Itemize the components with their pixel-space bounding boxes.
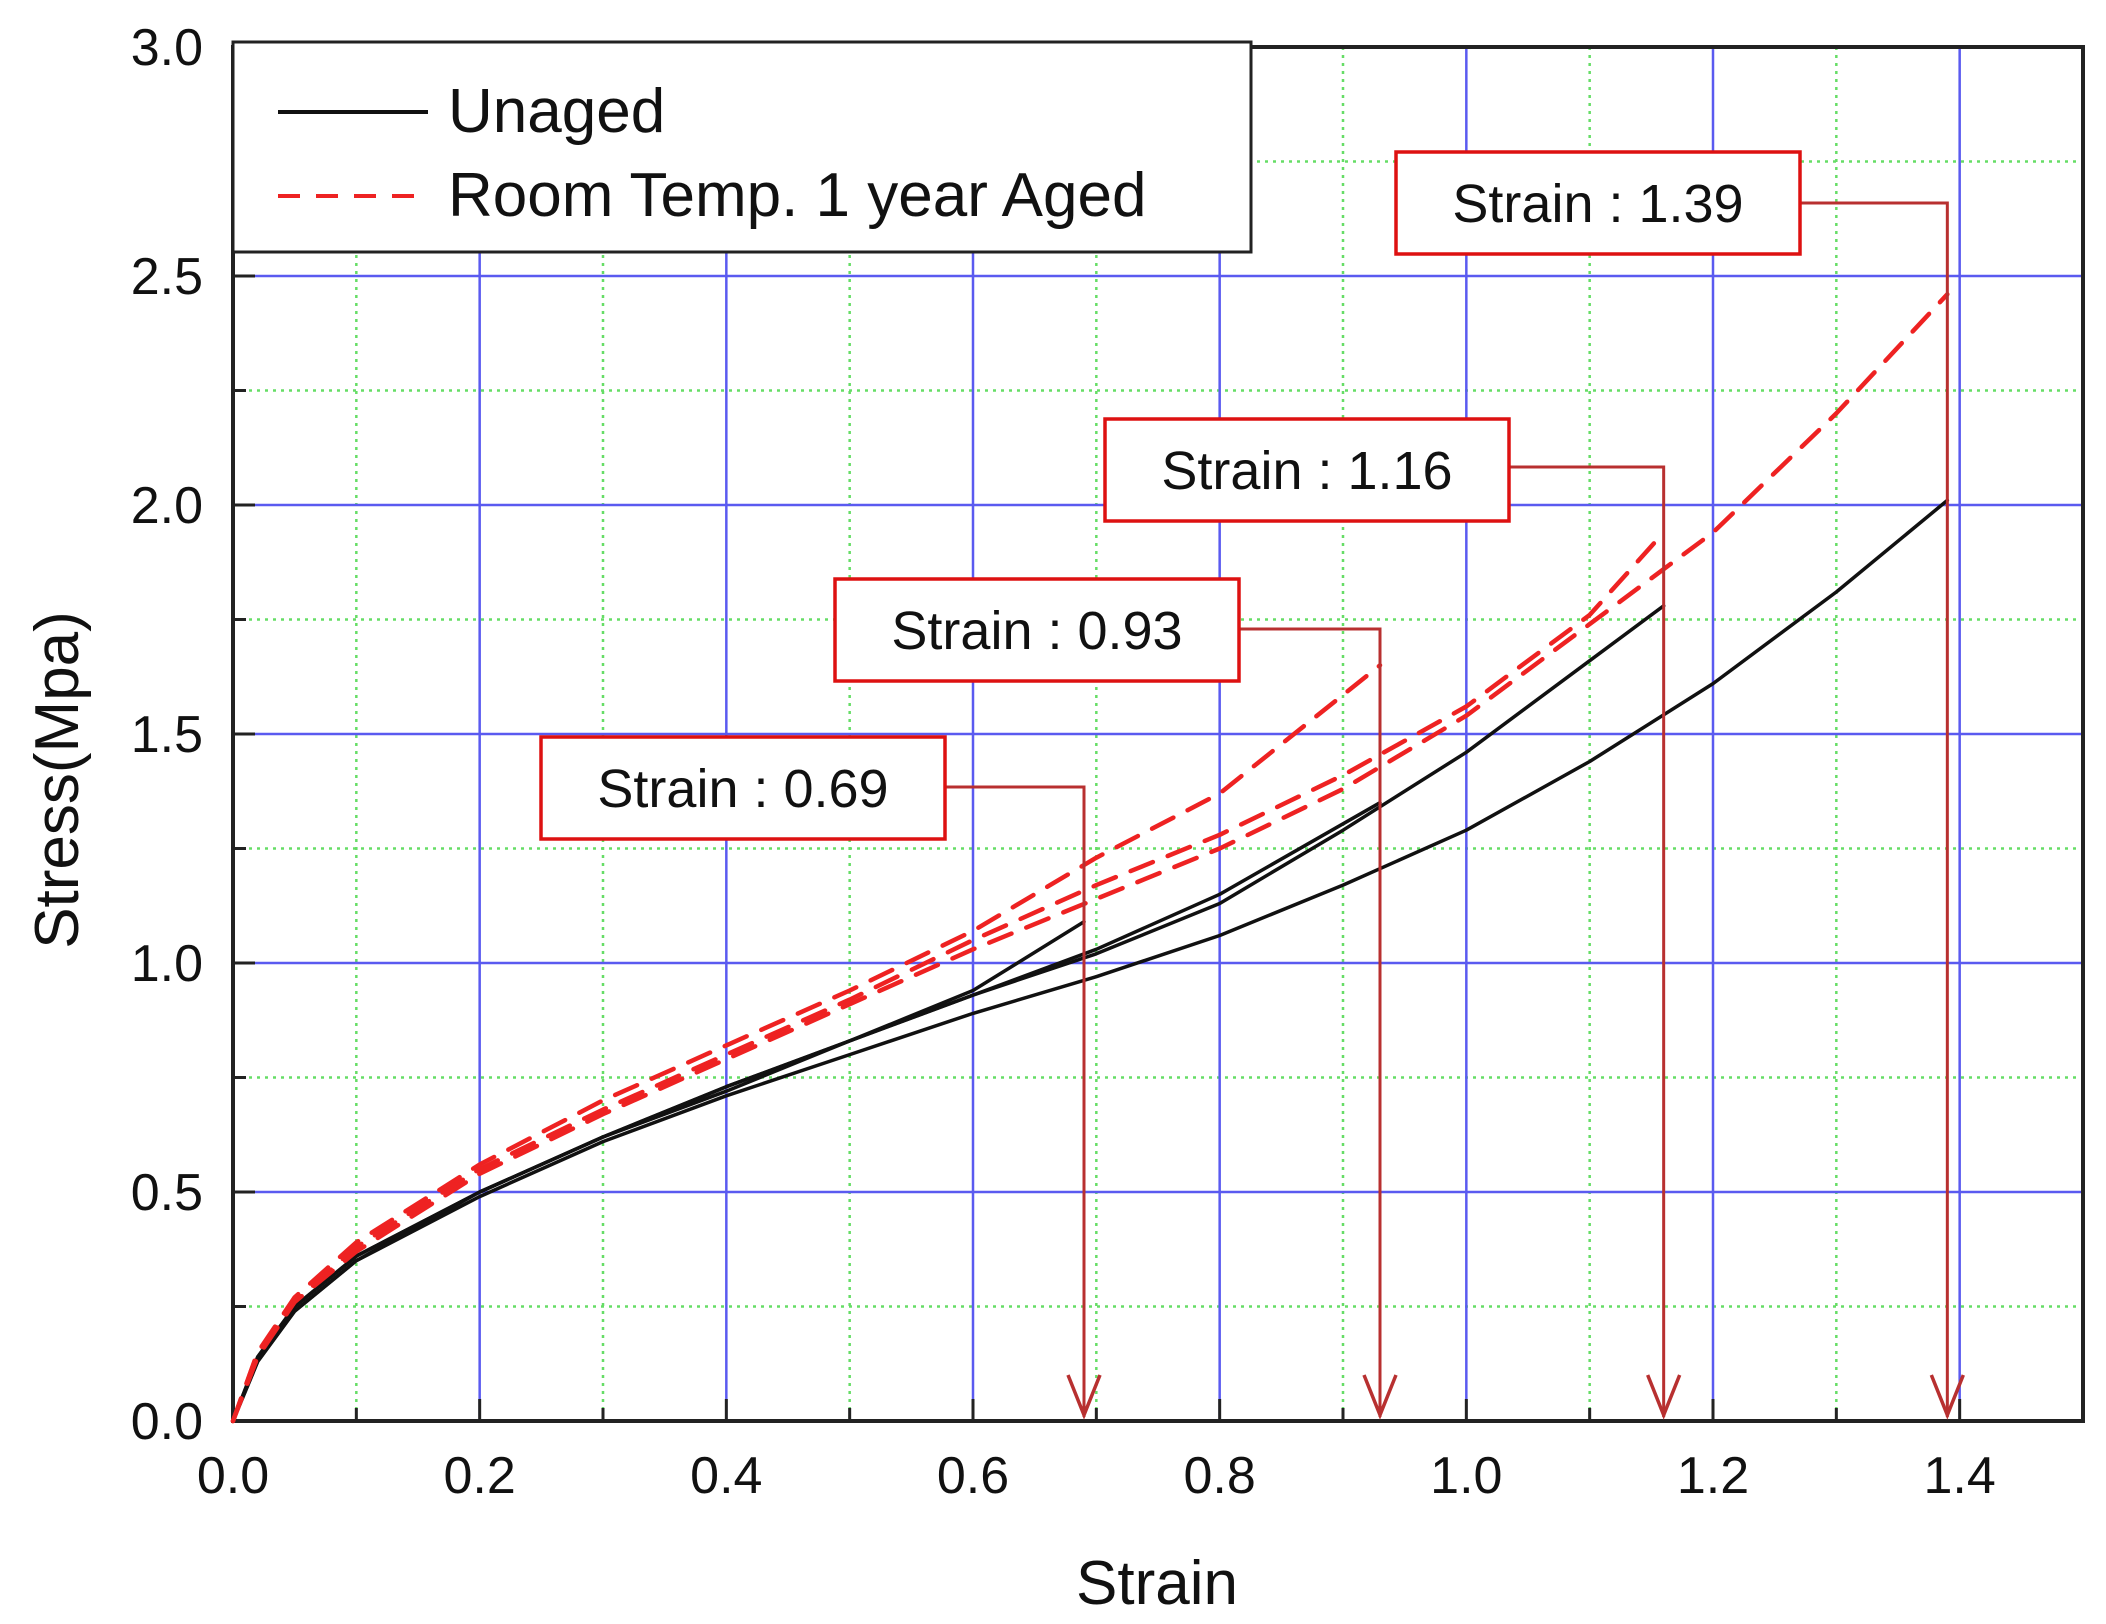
legend-box	[231, 40, 1253, 254]
annotation-arrowhead	[1362, 1374, 1398, 1420]
y-tick-label: 0.0	[131, 1393, 203, 1451]
legend-label-unaged: Unaged	[448, 77, 665, 146]
annotation-leader-line	[945, 785, 1086, 1417]
x-tick-label: 0.4	[690, 1447, 762, 1505]
x-tick-label: 0.2	[444, 1447, 516, 1505]
y-tick-label: 0.5	[131, 1164, 203, 1222]
y-tick-labels: 0.0 0.5 1.0 1.5 2.0 2.5 3.0	[131, 19, 203, 1451]
annotation-arrowhead	[1066, 1374, 1102, 1420]
annotation-label: Strain : 1.39	[1452, 174, 1743, 234]
aged-series-line	[230, 663, 1383, 1424]
legend-label-aged: Room Temp. 1 year Aged	[448, 161, 1146, 230]
unaged-series-line	[231, 498, 1950, 1423]
annotation-arrowhead	[1646, 1374, 1682, 1420]
y-tick-label: 2.0	[131, 477, 203, 535]
major-gridlines	[233, 47, 2083, 1421]
y-tick-label: 2.5	[131, 248, 203, 306]
y-tick-label: 1.0	[131, 935, 203, 993]
series-layer	[230, 292, 1950, 1424]
y-axis-title: Stress(Mpa)	[23, 611, 92, 949]
x-tick-labels: 0.0 0.2 0.4 0.6 0.8 1.0 1.2 1.4	[197, 1447, 1996, 1505]
annotation-label: Strain : 0.69	[597, 759, 888, 819]
annotation-layer: Strain : 0.69 Strain : 0.93 Strain : 1.16 S…	[539, 150, 1965, 1420]
x-tick-label: 1.2	[1677, 1447, 1749, 1505]
annotation-box	[833, 577, 1241, 683]
annotation-box	[1103, 417, 1511, 523]
annotation-arrowhead	[1929, 1374, 1965, 1420]
y-tick-label: 3.0	[131, 19, 203, 77]
x-tick-label: 0.8	[1184, 1447, 1256, 1505]
legend: Unaged Room Temp. 1 year Aged	[231, 40, 1253, 254]
x-tick-label: 0.0	[197, 1447, 269, 1505]
x-tick-label: 1.4	[1924, 1447, 1996, 1505]
annotation-box	[1394, 150, 1802, 256]
annotation-leader-line	[1239, 627, 1382, 1417]
x-tick-label: 0.6	[937, 1447, 1009, 1505]
annotation-label: Strain : 0.93	[891, 601, 1182, 661]
x-axis-title: Strain	[1076, 1549, 1238, 1618]
annotation-box	[539, 735, 947, 841]
annotation-leader-line	[1800, 201, 1949, 1417]
y-tick-label: 1.5	[131, 706, 203, 764]
annotation-leader-line	[1509, 465, 1666, 1417]
aged-series-line	[230, 292, 1950, 1424]
annotation-label: Strain : 1.16	[1161, 441, 1452, 501]
x-tick-label: 1.0	[1430, 1447, 1502, 1505]
